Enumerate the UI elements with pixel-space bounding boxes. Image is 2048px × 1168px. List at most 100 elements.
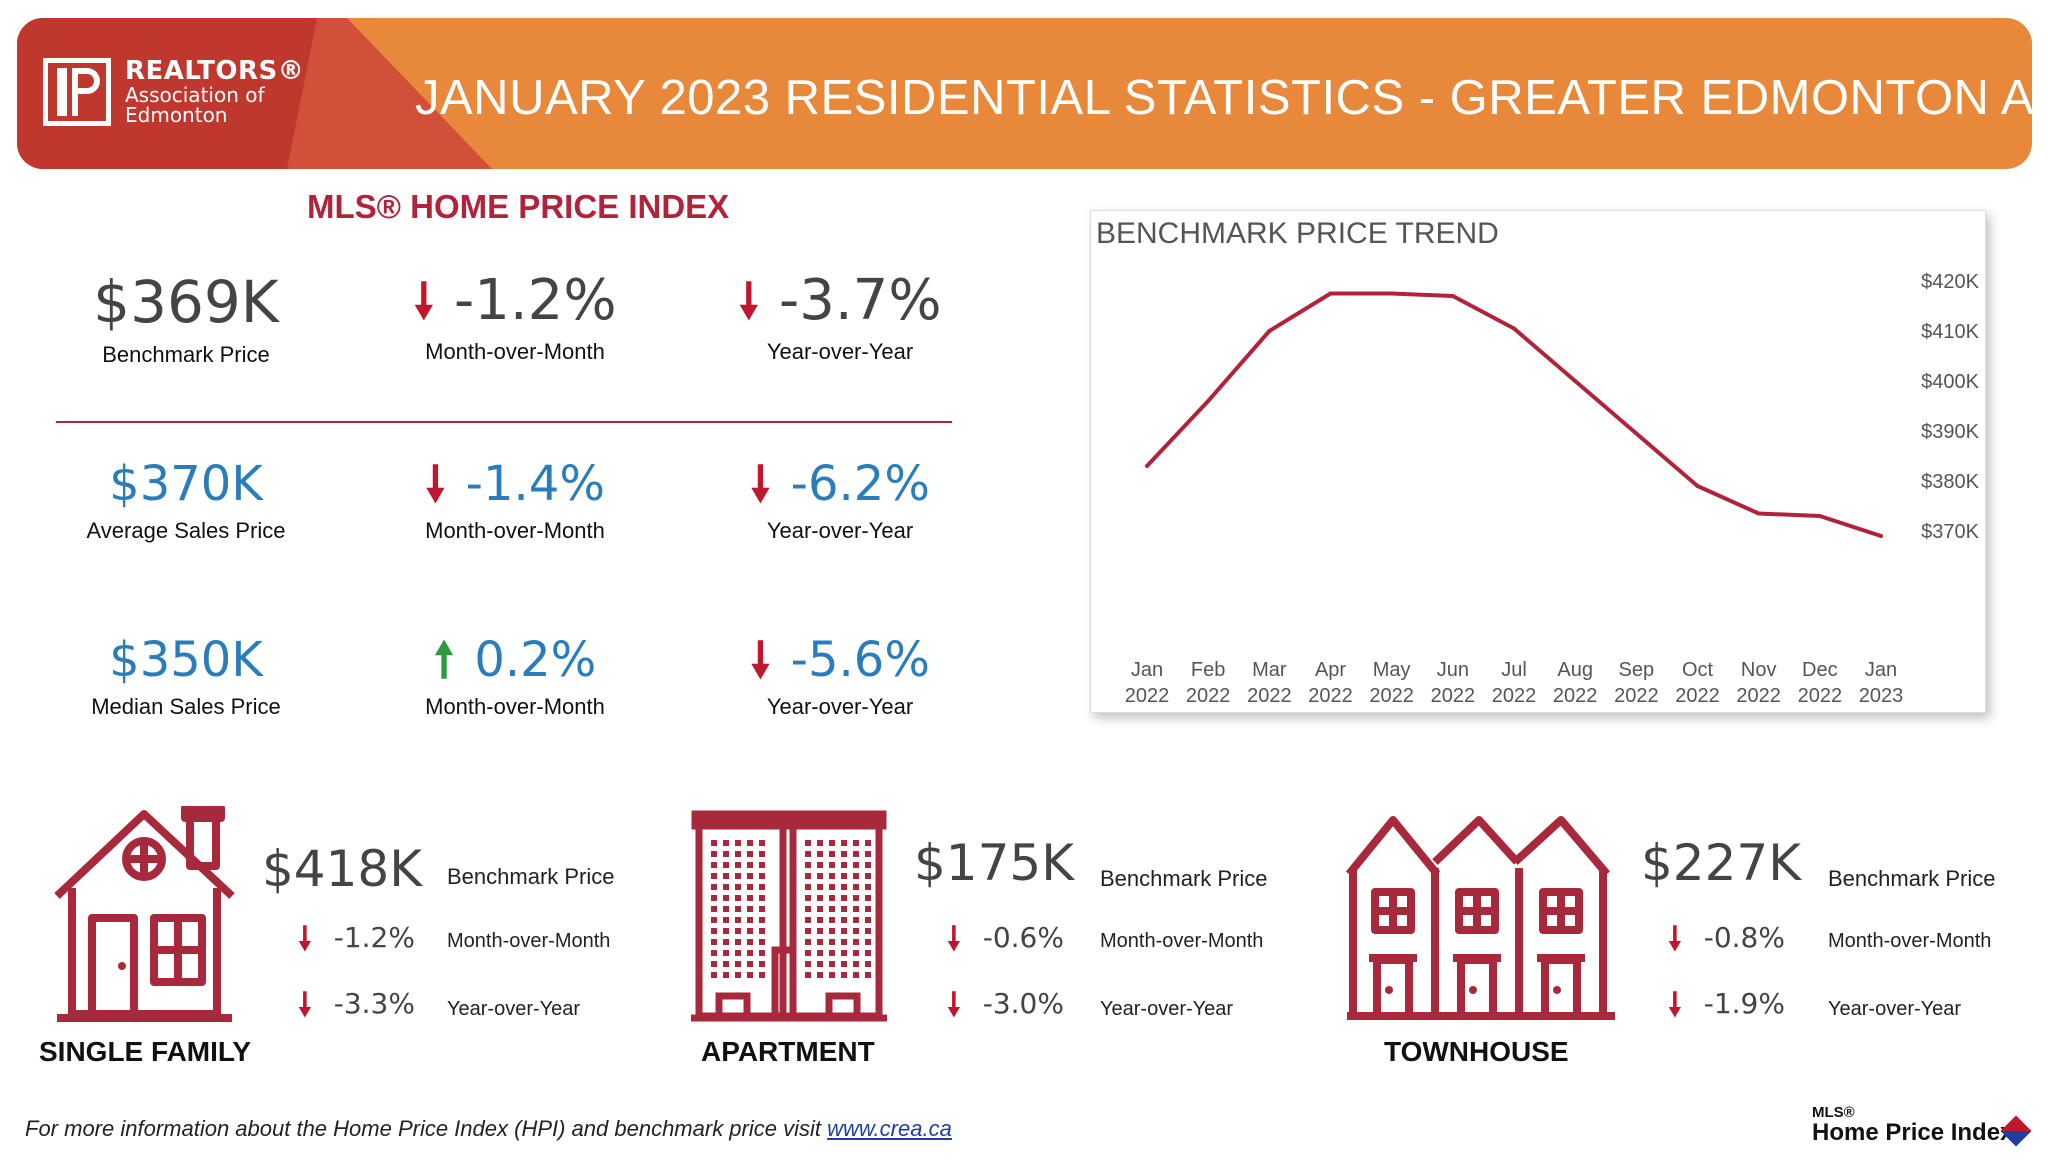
single-family-mom-label: Month-over-Month [447, 930, 611, 952]
apartment-yoy: 🠗 -3.0% [947, 987, 1064, 1020]
x-tick-label: Sep 2022 [1614, 659, 1659, 707]
single-family-name: SINGLE FAMILY [39, 1036, 252, 1067]
data-point [1634, 431, 1639, 436]
x-tick-label: Jul 2022 [1492, 659, 1537, 707]
apartment-price: $175K [914, 834, 1075, 892]
average-yoy-value: -6.2% [790, 456, 930, 512]
median-price-stat: $350K Median Sales Price [56, 632, 316, 720]
data-point [1328, 291, 1333, 296]
arrow-down-icon: 🠗 [1668, 918, 1682, 957]
median-price-label: Median Sales Price [91, 694, 281, 719]
x-tick-label: Jan 2022 [1125, 659, 1170, 707]
x-tick-label: Mar 2022 [1247, 659, 1292, 707]
townhouse-icon [1345, 816, 1615, 1020]
arrow-down-icon: 🠗 [947, 984, 961, 1023]
average-price-label: Average Sales Price [86, 518, 286, 543]
arrow-down-icon: 🠗 [298, 984, 312, 1023]
benchmark-price-value: $369K [93, 268, 279, 336]
single-family-yoy-label: Year-over-Year [447, 998, 581, 1020]
y-tick-label: $400K [1921, 371, 1979, 393]
section-divider [56, 421, 952, 423]
header-band-shape [17, 18, 492, 169]
logo-line-1: REALTORS® [125, 56, 305, 87]
chart-title: BENCHMARK PRICE TREND [1096, 217, 1499, 250]
median-yoy-label: Year-over-Year [766, 694, 914, 719]
crea-link[interactable]: www.crea.ca [827, 1116, 952, 1141]
hpi-heading: MLS® HOME PRICE INDEX [307, 188, 730, 225]
single-family-price-label: Benchmark Price [447, 864, 615, 889]
median-mom-stat: 🠕 0.2% Month-over-Month [370, 632, 660, 720]
data-point [1389, 291, 1394, 296]
page-title: JANUARY 2023 RESIDENTIAL STATISTICS - GR… [415, 71, 2032, 125]
house-icon [54, 806, 235, 1022]
logo-line-2: Association of [125, 82, 265, 107]
x-tick-label: Jan 2023 [1859, 659, 1904, 707]
single-family-mom-value: -1.2% [333, 921, 415, 954]
average-mom-label: Month-over-Month [425, 518, 605, 543]
average-yoy-label: Year-over-Year [766, 518, 914, 543]
apartment-building-icon [691, 810, 887, 1022]
arrow-down-icon: 🠗 [750, 456, 771, 512]
townhouse-name: TOWNHOUSE [1384, 1036, 1569, 1067]
average-yoy-stat: 🠗 -6.2% Year-over-Year [700, 456, 980, 544]
benchmark-price-stat: $369K Benchmark Price [56, 268, 316, 368]
apartment-yoy-label: Year-over-Year [1100, 998, 1234, 1020]
data-point [1573, 379, 1578, 383]
benchmark-trend-chart: $370K $380K $390K $400K $410K $420K Jan 2022 Feb… [1125, 271, 1980, 707]
data-point [1756, 511, 1761, 516]
x-tick-label: Feb 2022 [1186, 659, 1231, 707]
average-price-stat: $370K Average Sales Price [56, 456, 316, 544]
header-banner: REALTORS® Association of Edmonton JANUAR… [17, 18, 2032, 169]
arrow-down-icon: 🠗 [413, 272, 435, 329]
apartment-mom-label: Month-over-Month [1100, 930, 1264, 952]
realtors-r-logo-icon [43, 58, 111, 126]
apartment-price-label: Benchmark Price [1100, 866, 1268, 891]
benchmark-trend-card: BENCHMARK PRICE TREND $370K $380K $390K $40… [1090, 210, 1986, 713]
median-mom-value: 0.2% [474, 632, 597, 688]
townhouse-yoy: 🠗 -1.9% [1668, 987, 1785, 1020]
arrow-down-icon: 🠗 [1668, 984, 1682, 1023]
footer-note: For more information about the Home Pric… [25, 1116, 952, 1142]
median-mom-label: Month-over-Month [425, 694, 605, 719]
y-tick-label: $420K [1921, 271, 1979, 293]
data-point [1817, 514, 1822, 518]
benchmark-yoy-label: Year-over-Year [766, 339, 914, 364]
townhouse-mom-value: -0.8% [1703, 921, 1785, 954]
apartment-mom-value: -0.6% [982, 921, 1064, 954]
single-family-yoy: 🠗 -3.3% [298, 987, 415, 1020]
data-point [1206, 399, 1211, 403]
y-tick-label: $410K [1921, 321, 1979, 343]
benchmark-mom-stat: 🠗 -1.2% Month-over-Month [370, 268, 660, 365]
townhouse-yoy-label: Year-over-Year [1828, 998, 1962, 1020]
median-yoy-stat: 🠗 -5.6% Year-over-Year [700, 632, 980, 720]
benchmark-price-label: Benchmark Price [102, 342, 270, 367]
single-family-yoy-value: -3.3% [333, 987, 415, 1020]
arrow-up-icon: 🠕 [433, 632, 455, 688]
x-tick-label: Nov 2022 [1736, 659, 1781, 707]
data-point [1695, 484, 1700, 488]
x-tick-label: Aug 2022 [1553, 659, 1598, 707]
x-tick-label: May 2022 [1369, 659, 1414, 707]
realtors-logo: REALTORS® Association of Edmonton [43, 58, 304, 126]
data-point [1512, 326, 1516, 331]
logo-line-3: Edmonton [125, 103, 228, 128]
arrow-down-icon: 🠗 [738, 272, 760, 329]
y-tick-label: $390K [1921, 421, 1979, 443]
average-mom-value: -1.4% [465, 456, 605, 512]
townhouse-mom-label: Month-over-Month [1828, 930, 1992, 952]
single-family-price: $418K [262, 840, 423, 898]
apartment-yoy-value: -3.0% [982, 987, 1064, 1020]
benchmark-yoy-stat: 🠗 -3.7% Year-over-Year [700, 268, 980, 365]
townhouse-price-label: Benchmark Price [1828, 866, 1996, 891]
data-point [1879, 534, 1883, 538]
hpi-logo-text: Home Price Index [1812, 1119, 2014, 1146]
average-price-value: $370K [109, 456, 263, 512]
x-tick-label: Dec 2022 [1798, 659, 1843, 707]
y-tick-label: $370K [1921, 521, 1979, 543]
townhouse-yoy-value: -1.9% [1703, 987, 1785, 1020]
footer-note-text: For more information about the Home Pric… [25, 1116, 828, 1141]
average-mom-stat: 🠗 -1.4% Month-over-Month [370, 456, 660, 544]
arrow-down-icon: 🠗 [750, 632, 771, 688]
benchmark-yoy-value: -3.7% [779, 268, 942, 333]
median-price-value: $350K [109, 632, 263, 688]
